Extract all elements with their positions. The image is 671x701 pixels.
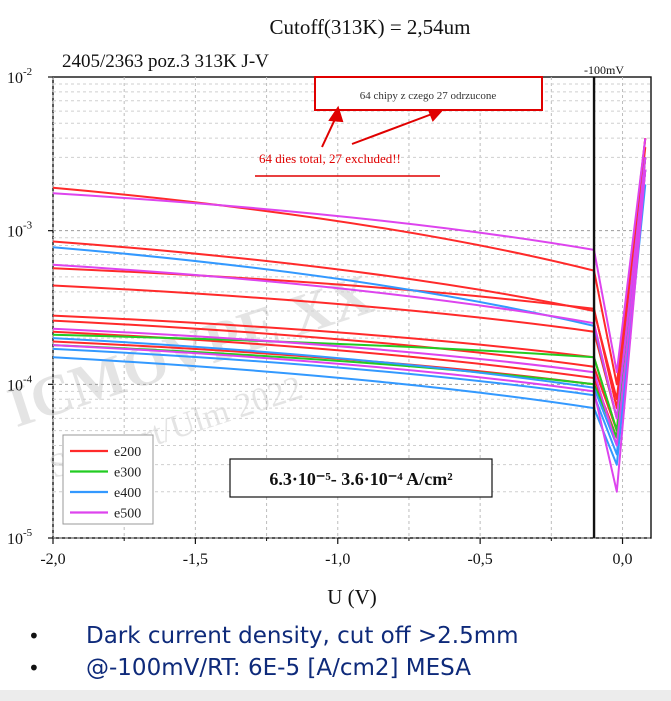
x-axis-label: U (V) (327, 585, 377, 609)
curves (52, 138, 647, 493)
y-tick-label: 10-3 (7, 220, 33, 241)
curve-e200 (52, 157, 647, 432)
annotation-arrows (321, 105, 445, 148)
curve-e500 (52, 157, 647, 420)
legend-box (62, 434, 154, 525)
x-tick-label: -1,0 (325, 551, 350, 568)
jv-chart: ICMOVPE XX Stuttgart/Ulm 2022 Cutoff(313… (0, 15, 652, 609)
x-tick-label: -2,0 (40, 551, 65, 568)
curve-e400 (52, 169, 647, 456)
range-box (229, 458, 493, 498)
curve-e400 (52, 169, 647, 447)
range-label: 6.3·10⁻⁵- 3.6·10⁻⁴ A/cm² (269, 469, 452, 489)
bullet-dot: • (28, 624, 40, 648)
legend-label-e200: e200 (114, 445, 141, 460)
x-tick-label: -0,5 (467, 551, 492, 568)
chart-title: Cutoff(313K) = 2,54um (269, 15, 470, 39)
x-tick-label: 0,0 (613, 551, 633, 568)
chart-subtitle: 2405/2363 poz.3 313K J-V (62, 51, 269, 72)
bullet-dot: • (28, 656, 40, 680)
note-box (314, 76, 543, 111)
curve-e300 (52, 169, 647, 432)
y-tick-label: 10-5 (7, 527, 33, 548)
bullet-text: Dark current density, cut off >2.5mm (86, 623, 519, 649)
vline-label: -100mV (584, 63, 624, 77)
curve-e200 (52, 138, 647, 386)
bullet-item: • @-100mV/RT: 6E-5 [A/cm2] MESA (28, 652, 668, 684)
curve-e400 (52, 184, 647, 466)
legend-label-e300: e300 (114, 466, 141, 481)
curve-e500 (52, 138, 647, 374)
x-tick-label: -1,5 (183, 551, 208, 568)
footer-bar (0, 690, 671, 701)
curve-e200 (52, 157, 647, 432)
curve-e200 (52, 146, 647, 410)
legend: e200 e300 e400 e500 (62, 434, 154, 525)
curve-e500 (52, 169, 647, 447)
curve-e200 (52, 157, 647, 420)
annotation-text: 64 dies total, 27 excluded!! (259, 151, 401, 166)
curve-e500 (52, 169, 647, 493)
legend-label-e500: e500 (114, 507, 141, 522)
bullet-item: • Dark current density, cut off >2.5mm (28, 620, 668, 652)
legend-label-e400: e400 (114, 486, 141, 501)
bullet-text: @-100mV/RT: 6E-5 [A/cm2] MESA (86, 655, 471, 681)
bullet-list: • Dark current density, cut off >2.5mm •… (28, 620, 668, 684)
y-tick-label: 10-2 (7, 66, 32, 87)
note-text: 64 chipy z czego 27 odrzucone (360, 90, 497, 102)
